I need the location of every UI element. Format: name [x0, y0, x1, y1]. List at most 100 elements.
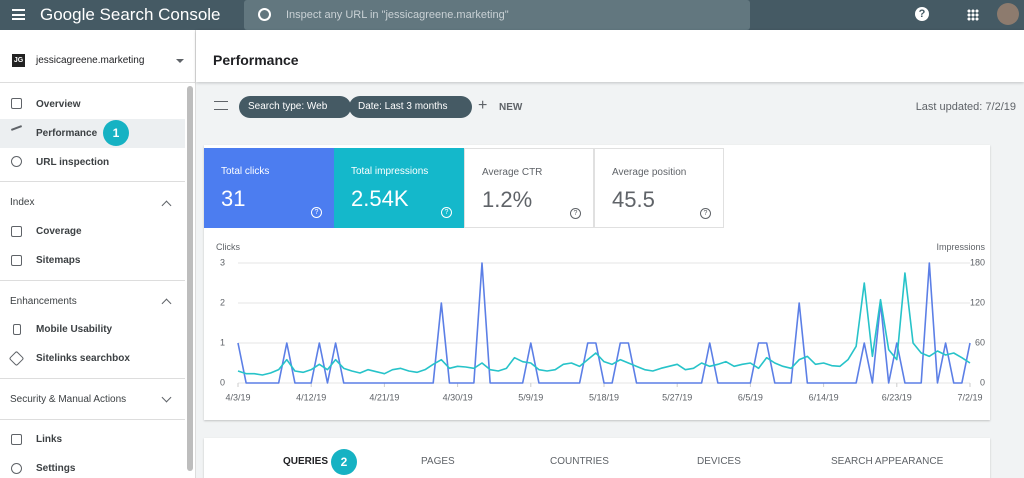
y2-tick-label: 180	[970, 257, 985, 267]
x-tick-label: 6/5/19	[738, 392, 763, 402]
filter-chip[interactable]: Search type: Web	[239, 96, 352, 118]
metric-label: Total clicks	[221, 166, 270, 177]
performance-chart: Clicks Impressions 0 1 2 3 0 60 120 180 4/3/19 4/…	[216, 242, 986, 402]
chevron	[161, 298, 172, 309]
callout-badge: 1	[103, 120, 129, 146]
add-icon: +	[478, 97, 488, 114]
top-bar: Google Search Console Inspect any URL in…	[0, 0, 1024, 30]
nav-item[interactable]: Performance	[36, 128, 98, 139]
last-updated: Last updated: 7/2/19	[915, 101, 1016, 113]
x-tick-label: 5/18/19	[589, 392, 619, 402]
metric-value: 31	[221, 186, 246, 211]
search-placeholder: Inspect any URL in "jessicagreene.market…	[286, 9, 509, 21]
apps-button[interactable]	[967, 9, 979, 21]
x-tick-label: 5/27/19	[662, 392, 692, 402]
metric-label: Average position	[612, 167, 687, 178]
property-dropdown[interactable]	[176, 59, 184, 67]
metric-label: Average CTR	[482, 167, 543, 178]
nav-item[interactable]: Coverage	[36, 226, 82, 237]
section-title[interactable]: Security & Manual Actions	[10, 394, 127, 405]
sidebar: JG jessicagreene.marketing Overview Perf…	[0, 30, 196, 478]
metric-card[interactable]: Average position 45.5?	[594, 148, 724, 228]
section-title[interactable]: Enhancements	[10, 296, 77, 307]
metric-card[interactable]: Total impressions 2.54K?	[334, 148, 464, 228]
filter-icon[interactable]	[214, 101, 228, 110]
help-button[interactable]: ?	[915, 7, 929, 21]
menu-button[interactable]	[12, 9, 25, 20]
nav-icon	[11, 434, 22, 445]
divider	[0, 181, 185, 182]
nav-icon	[8, 350, 25, 367]
nav-icon	[13, 324, 21, 335]
y-axis-label: Clicks	[216, 242, 240, 252]
y2-tick-label: 120	[970, 297, 985, 307]
property-name[interactable]: jessicagreene.marketing	[36, 55, 145, 66]
chevron	[161, 392, 172, 403]
active-item-bg	[0, 119, 185, 148]
nav-item[interactable]: URL inspection	[36, 157, 110, 168]
tab[interactable]: QUERIES	[283, 456, 329, 467]
metric-card[interactable]: Total clicks 31?	[204, 148, 334, 228]
y2-tick-label: 0	[980, 377, 985, 387]
y-tick-label: 1	[220, 337, 225, 347]
x-tick-label: 5/9/19	[518, 392, 543, 402]
nav-item[interactable]: Settings	[36, 463, 76, 474]
new-button[interactable]: NEW	[499, 102, 523, 113]
nav-item[interactable]: Mobile Usability	[36, 324, 113, 335]
help-icon[interactable]: ?	[700, 208, 711, 219]
divider	[0, 419, 185, 420]
series-line	[237, 272, 971, 376]
x-tick-label: 6/14/19	[809, 392, 839, 402]
help-icon[interactable]: ?	[441, 207, 452, 218]
avatar[interactable]	[997, 3, 1019, 25]
filter-chip[interactable]: Date: Last 3 months	[349, 96, 472, 118]
nav-item[interactable]: Sitemaps	[36, 255, 81, 266]
nav-item[interactable]: Overview	[36, 99, 81, 110]
nav-icon	[11, 255, 22, 266]
section-title[interactable]: Index	[10, 197, 35, 208]
y-tick-label: 3	[220, 257, 225, 267]
metric-label: Total impressions	[351, 166, 429, 177]
nav-item[interactable]: Sitelinks searchbox	[36, 353, 130, 364]
metric-value: 1.2%	[482, 187, 533, 212]
tab[interactable]: DEVICES	[697, 456, 741, 467]
help-icon[interactable]: ?	[570, 208, 581, 219]
nav-item[interactable]: Links	[36, 434, 63, 445]
y-tick-label: 0	[220, 377, 225, 387]
tab[interactable]: SEARCH APPEARANCE	[831, 456, 944, 467]
help-icon[interactable]: ?	[311, 207, 322, 218]
property-logo: JG	[12, 54, 25, 67]
search-icon	[258, 8, 271, 21]
nav-icon	[11, 156, 22, 167]
metric-value: 2.54K	[351, 186, 409, 211]
tab[interactable]: COUNTRIES	[550, 456, 609, 467]
divider	[0, 82, 195, 83]
x-tick-label: 6/23/19	[882, 392, 912, 402]
y2-axis-label: Impressions	[936, 242, 985, 252]
series-line	[237, 262, 971, 384]
x-tick-label: 4/30/19	[443, 392, 473, 402]
x-tick-label: 4/12/19	[296, 392, 326, 402]
callout-badge: 2	[331, 449, 357, 475]
x-tick-label: 4/3/19	[225, 392, 250, 402]
app-title: Google Search Console	[40, 5, 221, 24]
divider	[0, 280, 185, 281]
x-tick-label: 4/21/19	[369, 392, 399, 402]
page-header: Performance	[196, 30, 1024, 82]
metric-card[interactable]: Average CTR 1.2%?	[464, 148, 594, 228]
scrollbar[interactable]	[187, 86, 193, 471]
y2-tick-label: 60	[975, 337, 985, 347]
nav-icon	[11, 98, 22, 109]
nav-icon	[11, 226, 22, 237]
divider	[0, 378, 185, 379]
nav-icon	[11, 463, 22, 474]
metric-value: 45.5	[612, 187, 655, 212]
tab[interactable]: PAGES	[421, 456, 455, 467]
y-tick-label: 2	[220, 297, 225, 307]
search-box[interactable]: Inspect any URL in "jessicagreene.market…	[244, 0, 750, 30]
x-tick-label: 7/2/19	[957, 392, 982, 402]
page-title: Performance	[213, 52, 299, 68]
chevron	[161, 200, 172, 211]
